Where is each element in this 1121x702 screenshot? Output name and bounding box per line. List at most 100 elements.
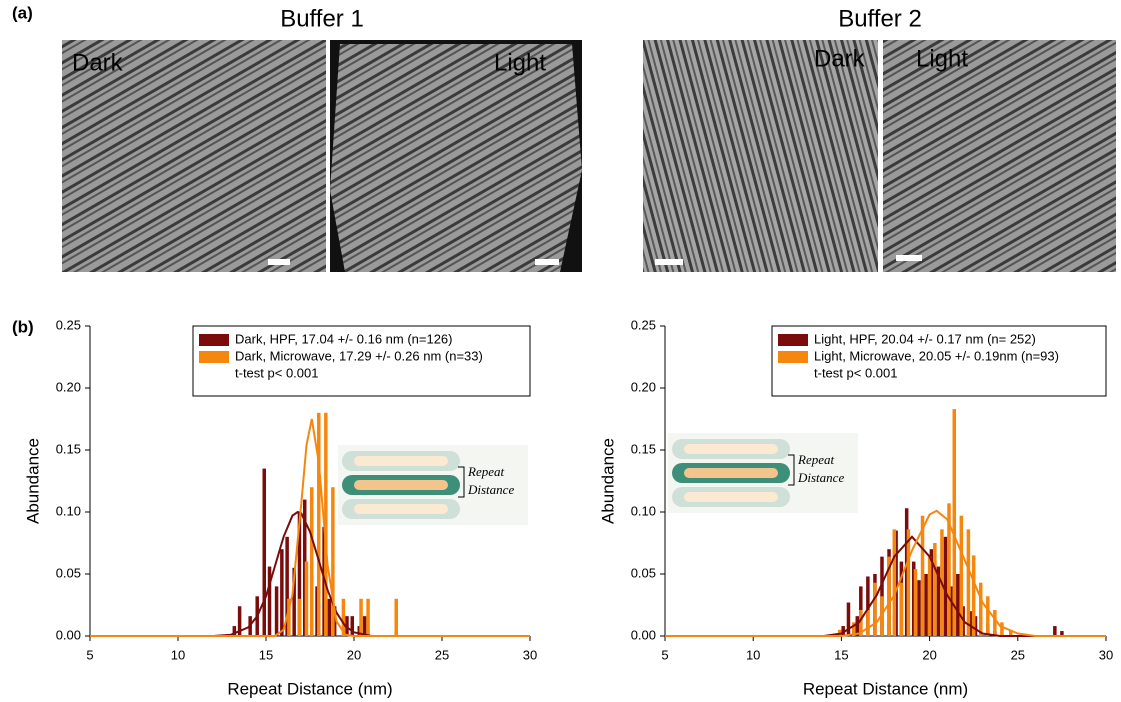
bar [894,530,898,636]
lumen [354,456,448,466]
y-tick-label: 0.00 [631,627,656,642]
bar [956,574,960,636]
inset-text: Distance [797,470,844,485]
bar [345,616,349,636]
bar [332,606,337,636]
inset-text: Repeat [797,452,834,467]
bar [949,586,953,636]
bar [237,606,242,636]
y-axis-label: Abundance [598,438,617,524]
bar [324,412,328,636]
image-label: Dark [72,49,124,76]
bar [366,598,370,636]
scale-bar [896,255,922,261]
x-axis-label: Repeat Distance (nm) [803,679,968,698]
y-tick-label: 0.25 [56,317,81,332]
bar [993,609,997,636]
x-tick-label: 15 [259,647,273,662]
bar [880,596,884,636]
bar [968,611,972,636]
bar [913,569,918,636]
bar [933,543,937,636]
x-tick-label: 5 [86,647,93,662]
lumen [354,480,448,490]
y-tick-label: 0.05 [631,565,656,580]
y-tick-label: 0.25 [631,317,656,332]
bar [274,586,279,636]
legend-note: t-test p< 0.001 [235,365,318,380]
lumen [684,492,778,502]
bar [292,567,296,636]
micrograph [330,44,582,272]
bar [232,626,237,636]
y-tick-label: 0.05 [56,565,81,580]
inset-text: Distance [467,482,514,497]
bar [917,580,921,636]
x-tick-label: 30 [523,647,537,662]
bar [297,598,302,636]
bar [966,529,971,636]
bar [841,626,845,636]
bar [304,561,309,636]
bar [285,536,289,636]
bar [1008,629,1013,636]
fit-line [665,535,1106,637]
lumen [684,468,778,478]
x-tick-label: 25 [435,647,449,662]
bracket [788,454,795,486]
bar [859,609,863,636]
bar [327,598,332,636]
legend-label: Light, Microwave, 20.05 +/- 0.19nm (n=93… [814,348,1059,363]
x-tick-label: 20 [347,647,361,662]
panel-label: (b) [12,317,34,336]
bar [341,598,346,636]
inset-diagram: Repeat Distance [668,433,858,513]
y-tick-label: 0.10 [631,503,656,518]
group-title: Buffer 2 [838,5,922,32]
bar [1060,631,1064,636]
panel-label: (a) [12,3,33,22]
fit-line [665,509,1106,637]
lumen [354,504,448,514]
bar [899,582,904,636]
image-label: Light [494,49,546,76]
bar [317,412,321,636]
x-tick-label: 15 [834,647,848,662]
bar [855,616,860,636]
group-title: Buffer 1 [280,5,364,32]
x-tick-label: 5 [661,647,668,662]
bracket [458,466,465,498]
legend-swatch [199,351,229,363]
lumen [684,444,778,454]
bar [851,622,856,636]
bar [892,529,897,636]
bar [920,515,925,636]
inset-diagram: Repeat Distance [338,445,528,525]
legend-swatch [778,334,808,346]
legend-swatch [778,351,808,363]
inset-text: Repeat [467,464,504,479]
scale-bar [535,259,559,265]
legend-label: Dark, Microwave, 17.29 +/- 0.26 nm (n=33… [235,348,483,363]
bar [986,596,990,636]
micrograph [883,40,1116,272]
bar [1000,622,1004,636]
x-tick-label: 20 [922,647,936,662]
bar [846,602,851,636]
bar [906,529,911,636]
bar [280,549,284,636]
legend-label: Light, HPF, 20.04 +/- 0.17 nm (n= 252) [814,331,1036,346]
legend-box [771,325,1107,397]
bar [866,609,870,636]
bar [978,582,983,636]
bar [350,616,354,636]
bar [873,582,877,636]
bar [943,536,948,636]
x-tick-label: 30 [1099,647,1113,662]
bar [331,487,335,636]
y-tick-label: 0.00 [56,627,81,642]
legend-box [192,325,531,397]
bar [297,512,302,636]
y-tick-label: 0.20 [56,379,81,394]
